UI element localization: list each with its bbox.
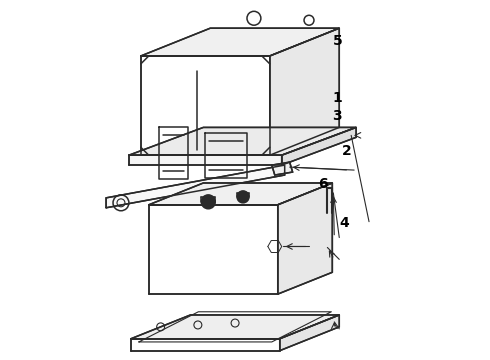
Polygon shape	[141, 56, 270, 155]
Text: 1: 1	[333, 91, 343, 105]
Polygon shape	[280, 315, 339, 351]
Text: 6: 6	[318, 176, 327, 190]
Polygon shape	[282, 127, 356, 165]
Text: 5: 5	[333, 34, 343, 48]
Polygon shape	[106, 165, 285, 208]
Text: 4: 4	[340, 216, 349, 230]
Circle shape	[237, 191, 249, 203]
Text: 3: 3	[333, 109, 342, 123]
Polygon shape	[149, 183, 332, 205]
Polygon shape	[149, 205, 278, 294]
Polygon shape	[141, 28, 339, 56]
Polygon shape	[131, 339, 280, 351]
Polygon shape	[129, 155, 282, 165]
Polygon shape	[272, 162, 293, 175]
Circle shape	[201, 195, 215, 209]
Text: 2: 2	[342, 144, 352, 158]
Polygon shape	[129, 127, 356, 155]
Polygon shape	[270, 28, 339, 155]
Polygon shape	[131, 315, 339, 339]
Polygon shape	[278, 183, 332, 294]
